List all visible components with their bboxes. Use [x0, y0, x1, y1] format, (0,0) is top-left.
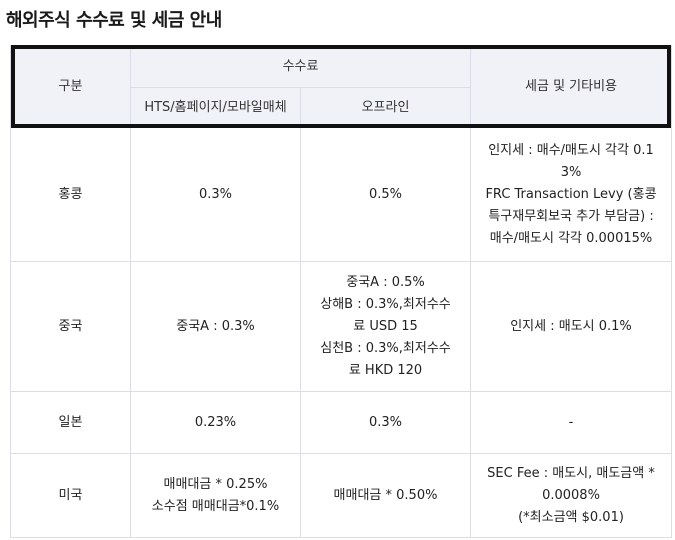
- table-row: 중국 중국A : 0.3% 중국A : 0.5% 상해B : 0.3%,최저수수…: [10, 261, 673, 392]
- offline-fee-cell: 0.5%: [299, 127, 472, 262]
- online-fee-line: 0.23%: [194, 414, 237, 430]
- tax-cell: SEC Fee : 매도시, 매도금액 * 0.0008% (*최소금액 $0.…: [470, 453, 673, 538]
- header-fee: 수수료: [129, 45, 472, 88]
- offline-fee-line: 상해B : 0.3%,최저수수: [320, 296, 451, 312]
- tax-cell: -: [470, 391, 673, 454]
- market-cell: 미국: [10, 453, 131, 538]
- tax-line: -: [568, 414, 574, 430]
- tax-line: FRC Transaction Levy (홍콩: [485, 186, 657, 202]
- header-tax: 세금 및 기타비용: [470, 45, 673, 128]
- page-title: 해외주식 수수료 및 세금 안내: [6, 10, 222, 31]
- online-fee-cell: 매매대금 * 0.25% 소수점 매매대금*0.1%: [130, 453, 301, 538]
- offline-fee-line: 매매대금 * 0.50%: [333, 487, 438, 503]
- tax-cell: 인지세 : 매도시 0.1%: [470, 261, 673, 392]
- offline-fee-cell: 중국A : 0.5% 상해B : 0.3%,최저수수 료 USD 15 심천B …: [299, 261, 472, 392]
- table-header: 구분 수수료 세금 및 기타비용 HTS/홈페이지/모바일매체 오프라인: [10, 45, 673, 128]
- tax-line: SEC Fee : 매도시, 매도금액 *: [487, 465, 655, 481]
- tax-line: 인지세 : 매도시 0.1%: [510, 318, 632, 334]
- table-row: 미국 매매대금 * 0.25% 소수점 매매대금*0.1% 매매대금 * 0.5…: [10, 453, 673, 538]
- tax-line: 특구재무회보국 추가 부담금) :: [488, 208, 654, 224]
- online-fee-cell: 0.23%: [130, 391, 301, 454]
- offline-fee-line: 0.5%: [368, 186, 403, 202]
- offline-fee-line: 중국A : 0.5%: [346, 274, 425, 290]
- fee-tax-table: 구분 수수료 세금 및 기타비용 HTS/홈페이지/모바일매체 오프라인 홍콩 …: [10, 45, 673, 538]
- market-cell: 일본: [10, 391, 131, 454]
- table-row: 홍콩 0.3% 0.5% 인지세 : 매수/매도시 각각 0.1 3% FRC …: [10, 127, 673, 262]
- offline-fee-line: 료 USD 15: [353, 318, 418, 334]
- online-fee-line: 소수점 매매대금*0.1%: [151, 498, 280, 514]
- header-fee-offline: 오프라인: [299, 87, 472, 128]
- offline-fee-line: 료 HKD 120: [348, 362, 423, 378]
- online-fee-cell: 중국A : 0.3%: [130, 261, 301, 392]
- market-cell: 홍콩: [10, 127, 131, 262]
- tax-line: 3%: [560, 164, 582, 180]
- online-fee-line: 중국A : 0.3%: [176, 318, 255, 334]
- offline-fee-cell: 매매대금 * 0.50%: [299, 453, 472, 538]
- tax-line: 매수/매도시 각각 0.00015%: [489, 230, 653, 246]
- table-body: 홍콩 0.3% 0.5% 인지세 : 매수/매도시 각각 0.1 3% FRC …: [10, 127, 673, 538]
- offline-fee-line: 0.3%: [368, 414, 403, 430]
- offline-fee-line: 심천B : 0.3%,최저수수: [320, 340, 451, 356]
- header-fee-online: HTS/홈페이지/모바일매체: [130, 87, 301, 128]
- offline-fee-cell: 0.3%: [299, 391, 472, 454]
- online-fee-cell: 0.3%: [130, 127, 301, 262]
- market-cell: 중국: [10, 261, 131, 392]
- tax-line: 인지세 : 매수/매도시 각각 0.1: [488, 142, 654, 158]
- online-fee-line: 0.3%: [198, 186, 233, 202]
- tax-line: (*최소금액 $0.01): [518, 509, 624, 525]
- online-fee-line: 매매대금 * 0.25%: [163, 476, 268, 492]
- tax-cell: 인지세 : 매수/매도시 각각 0.1 3% FRC Transaction L…: [470, 127, 673, 262]
- header-category: 구분: [10, 45, 131, 128]
- tax-line: 0.0008%: [542, 487, 600, 503]
- table-row: 일본 0.23% 0.3% -: [10, 391, 673, 454]
